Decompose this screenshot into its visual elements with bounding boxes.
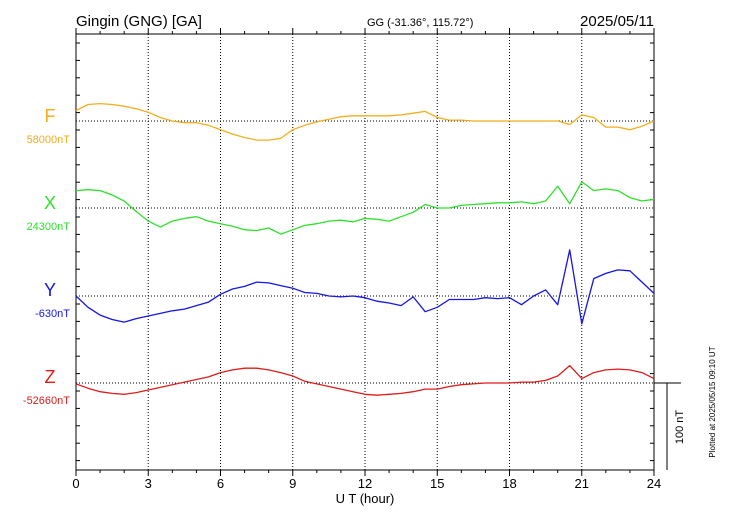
plot-frame [75, 33, 655, 471]
x-tick-label: 18 [502, 476, 516, 491]
x-tick-label: 0 [72, 476, 79, 491]
scale-bar: 100 nT [654, 382, 686, 470]
plotted-at-note: Plotted at 2025/05/15 09:10 UT [708, 346, 717, 457]
series-lines [75, 102, 655, 396]
series-baseline-z: -52660nT [23, 395, 70, 407]
series-line-y [75, 249, 655, 325]
series-baseline-f: 58000nT [27, 134, 71, 146]
series-name-z: Z [45, 367, 56, 387]
series-line-z [75, 364, 655, 396]
x-tick-label: 3 [145, 476, 152, 491]
x-tick-label: 9 [289, 476, 296, 491]
x-tick-label: 21 [575, 476, 589, 491]
series-baseline-y: -630nT [35, 308, 70, 320]
coordinates-label: GG (-31.36°, 115.72°) [367, 17, 473, 29]
scale-bar-label: 100 nT [674, 410, 686, 445]
series-name-f: F [45, 106, 56, 126]
series-line-x [75, 181, 655, 235]
x-tick-label: 6 [217, 476, 224, 491]
grid [147, 34, 583, 470]
series-line-f [75, 102, 655, 141]
station-title: Gingin (GNG) [GA] [76, 13, 202, 30]
series-name-y: Y [44, 280, 56, 300]
date-label: 2025/05/11 [580, 13, 654, 30]
x-tick-label: 24 [647, 476, 661, 491]
x-tick-label: 15 [430, 476, 444, 491]
series-baseline-x: 24300nT [27, 221, 71, 233]
x-axis-title: U T (hour) [336, 491, 395, 506]
x-tick-label: 12 [358, 476, 372, 491]
series-name-x: X [44, 193, 56, 213]
axis-ticks: 0 3 6 9 12 15 18 21 24 [72, 28, 661, 491]
series-labels: F 58000nT X 24300nT Y -630nT Z -52660nT [23, 106, 70, 407]
